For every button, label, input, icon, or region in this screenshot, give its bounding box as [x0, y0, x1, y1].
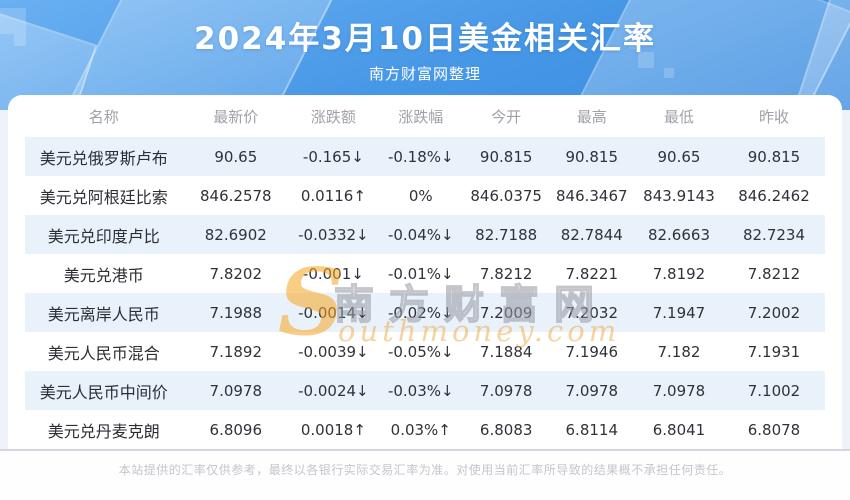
- cell-high-price: 7.2032: [565, 303, 619, 322]
- decor-mosaic-square: [664, 68, 674, 78]
- cell-prev-close: 7.2002: [747, 303, 801, 322]
- column-header-low-price: 最低: [663, 107, 694, 126]
- cell-open-price: 7.2009: [479, 303, 533, 322]
- currency-pair-name: 美元离岸人民币: [47, 304, 160, 324]
- currency-pair-name: 美元人民币混合: [47, 343, 160, 363]
- cell-change-percent: -0.01%↓: [387, 264, 454, 283]
- cell-high-price: 90.815: [565, 147, 619, 166]
- disclaimer-text: 本站提供的汇率仅供参考，最终以各银行实际交易汇率为准。对使用当前汇率所导致的结果…: [118, 463, 732, 477]
- column-header-name: 名称: [88, 107, 119, 126]
- cell-open-price: 7.0978: [479, 381, 533, 400]
- currency-pair-name: 美元兑丹麦克朗: [47, 421, 160, 441]
- currency-pair-name: 美元兑印度卢比: [47, 226, 160, 246]
- currency-pair-name: 美元兑俄罗斯卢布: [39, 148, 168, 168]
- cell-open-price: 7.1884: [479, 342, 533, 361]
- cell-latest-price: 7.0978: [209, 381, 263, 400]
- cell-change-amount: -0.001↓: [302, 264, 364, 283]
- decor-mosaic-square: [638, 52, 654, 68]
- table-row: 美元兑印度卢比 82.6902 -0.0332↓ -0.04%↓ 82.7188 82.7…: [25, 215, 825, 254]
- cell-low-price: 7.182: [657, 342, 701, 361]
- cell-latest-price: 7.1988: [209, 303, 263, 322]
- table-row: 美元兑阿根廷比索 846.2578 0.0116↑ 0% 846.0375 846.346…: [25, 176, 825, 215]
- cell-high-price: 7.1946: [565, 342, 619, 361]
- cell-latest-price: 82.6902: [204, 225, 267, 244]
- table-row: 美元兑俄罗斯卢布 90.65 -0.165↓ -0.18%↓ 90.815 90.815 9…: [25, 137, 825, 176]
- cell-high-price: 7.0978: [565, 381, 619, 400]
- cell-latest-price: 846.2578: [200, 186, 272, 205]
- cell-change-amount: -0.0024↓: [298, 381, 369, 400]
- cell-high-price: 846.3467: [555, 186, 628, 205]
- exchange-rates-table: 名称 最新价 涨跌额 涨跌幅 今开 最高 最低 昨收 美元兑俄罗斯卢布 90.65 -0.165↓…: [25, 95, 825, 449]
- cell-change-percent: -0.05%↓: [387, 342, 454, 361]
- column-header-change-amount: 涨跌额: [310, 107, 356, 126]
- cell-change-amount: -0.0332↓: [298, 225, 369, 244]
- cell-prev-close: 90.815: [747, 147, 801, 166]
- cell-open-price: 82.7188: [475, 225, 538, 244]
- cell-latest-price: 90.65: [214, 147, 258, 166]
- cell-low-price: 6.8041: [652, 420, 706, 439]
- cell-prev-close: 846.2462: [738, 186, 810, 205]
- table-row: 美元人民币混合 7.1892 -0.0039↓ -0.05%↓ 7.1884 7.1946…: [25, 332, 825, 371]
- currency-pair-name: 美元人民币中间价: [39, 382, 168, 402]
- cell-latest-price: 7.8202: [209, 264, 263, 283]
- column-header-open-price: 今开: [491, 107, 522, 126]
- cell-change-percent: -0.18%↓: [387, 147, 454, 166]
- cell-latest-price: 6.8096: [209, 420, 263, 439]
- cell-change-percent: -0.02%↓: [387, 303, 454, 322]
- decor-mosaic-square: [14, 34, 26, 46]
- cell-high-price: 6.8114: [565, 420, 619, 439]
- cell-low-price: 7.8192: [652, 264, 706, 283]
- cell-low-price: 7.0978: [652, 381, 706, 400]
- cell-change-amount: -0.165↓: [302, 147, 364, 166]
- cell-prev-close: 7.8212: [747, 264, 801, 283]
- cell-open-price: 90.815: [479, 147, 533, 166]
- cell-change-amount: -0.0014↓: [298, 303, 369, 322]
- table-header-row: 名称 最新价 涨跌额 涨跌幅 今开 最高 最低 昨收: [25, 95, 825, 137]
- cell-high-price: 82.7844: [560, 225, 623, 244]
- column-header-change-percent: 涨跌幅: [398, 107, 444, 126]
- cell-high-price: 7.8221: [565, 264, 619, 283]
- column-header-latest-price: 最新价: [213, 107, 259, 126]
- page-subtitle: 南方财富网整理: [368, 65, 481, 83]
- cell-low-price: 82.6663: [647, 225, 710, 244]
- decor-mosaic-square: [629, 40, 638, 49]
- cell-prev-close: 6.8078: [747, 420, 801, 439]
- table-row: 美元离岸人民币 7.1988 -0.0014↓ -0.02%↓ 7.2009 7.2032…: [25, 293, 825, 332]
- cell-low-price: 90.65: [657, 147, 701, 166]
- cell-open-price: 7.8212: [479, 264, 533, 283]
- column-header-high-price: 最高: [576, 107, 607, 126]
- table-row: 美元兑港币 7.8202 -0.001↓ -0.01%↓ 7.8212 7.8221 7.8…: [25, 254, 825, 293]
- cell-change-percent: 0.03%↑: [390, 420, 451, 439]
- cell-low-price: 843.9143: [643, 186, 715, 205]
- table-row: 美元人民币中间价 7.0978 -0.0024↓ -0.03%↓ 7.0978 7.097…: [25, 371, 825, 410]
- cell-change-percent: 0%: [408, 186, 433, 205]
- cell-change-amount: 0.0116↑: [300, 186, 366, 205]
- cell-latest-price: 7.1892: [209, 342, 263, 361]
- cell-prev-close: 82.7234: [742, 225, 805, 244]
- footer-bar: 本站提供的汇率仅供参考，最终以各银行实际交易汇率为准。对使用当前汇率所导致的结果…: [0, 449, 850, 500]
- cell-open-price: 6.8083: [479, 420, 533, 439]
- hero-header: 2024年3月10日美金相关汇率 南方财富网整理: [0, 0, 850, 110]
- rates-card: 名称 最新价 涨跌额 涨跌幅 今开 最高 最低 昨收 美元兑俄罗斯卢布 90.65 -0.165↓…: [8, 95, 842, 449]
- page-title: 2024年3月10日美金相关汇率: [194, 21, 656, 57]
- cell-change-amount: 0.0018↑: [300, 420, 366, 439]
- table-row: 美元兑丹麦克朗 6.8096 0.0018↑ 0.03%↑ 6.8083 6.8114 6.…: [25, 410, 825, 449]
- cell-low-price: 7.1947: [652, 303, 706, 322]
- currency-pair-name: 美元兑阿根廷比索: [39, 187, 168, 207]
- cell-change-amount: -0.0039↓: [298, 342, 369, 361]
- cell-prev-close: 7.1931: [747, 342, 801, 361]
- decor-mosaic-square: [0, 8, 26, 34]
- cell-open-price: 846.0375: [470, 186, 542, 205]
- cell-change-percent: -0.04%↓: [387, 225, 454, 244]
- cell-prev-close: 7.1002: [747, 381, 801, 400]
- cell-change-percent: -0.03%↓: [387, 381, 454, 400]
- column-header-prev-close: 昨收: [758, 107, 789, 126]
- currency-pair-name: 美元兑港币: [63, 265, 144, 285]
